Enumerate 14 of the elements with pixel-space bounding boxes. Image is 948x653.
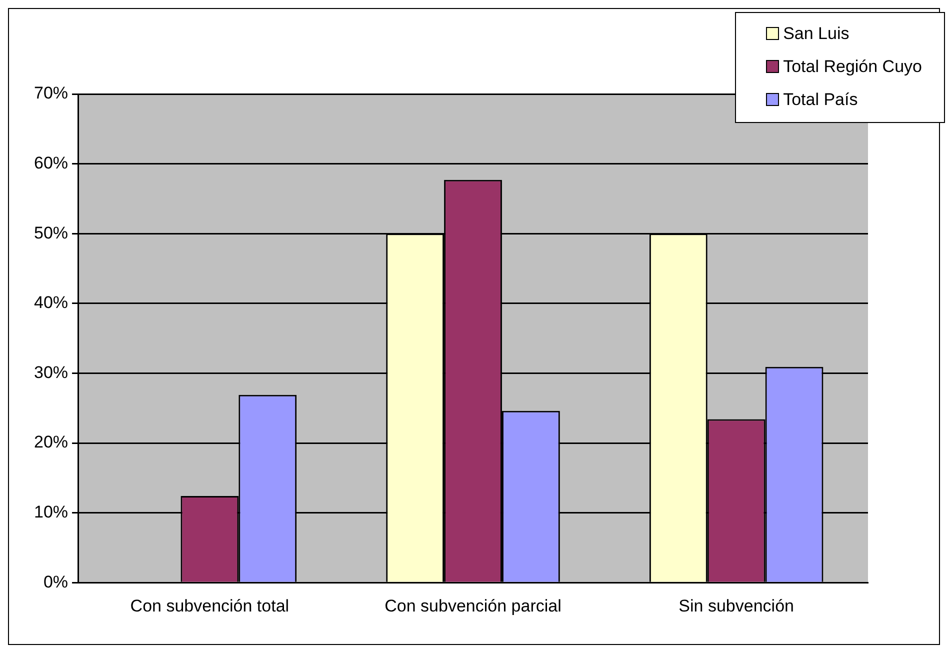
y-tick-label: 30% xyxy=(34,362,68,382)
legend-label: Total País xyxy=(783,90,858,110)
legend-label: San Luis xyxy=(783,24,850,44)
y-tick-label: 40% xyxy=(34,293,68,312)
y-tick-label: 50% xyxy=(34,223,68,242)
x-tick-label: Sin subvención xyxy=(678,596,794,616)
y-tick-label: 10% xyxy=(34,502,68,522)
y-tick-label: 0% xyxy=(43,572,68,592)
y-tick-label: 70% xyxy=(34,84,68,103)
x-tick-label: Con subvención total xyxy=(130,596,290,616)
y-tick-label: 20% xyxy=(34,432,68,452)
legend-label: Total Región Cuyo xyxy=(783,56,922,76)
y-tick-label: 60% xyxy=(34,153,68,172)
x-tick-label: Con subvención parcial xyxy=(384,596,562,616)
